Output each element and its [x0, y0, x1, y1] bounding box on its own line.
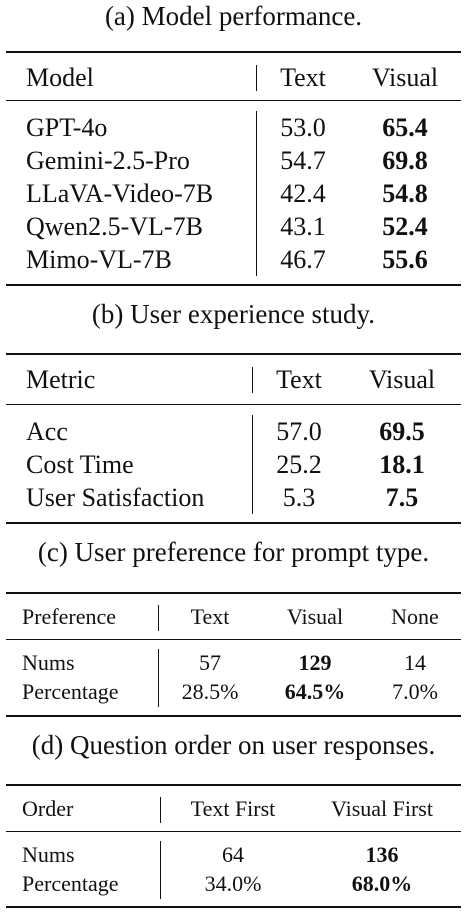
cell-model: Mimo-VL-7B — [26, 245, 172, 274]
column-separator — [256, 111, 257, 276]
cell-visual: 64.5% — [284, 679, 346, 704]
cell-text: 53.0 — [280, 113, 326, 142]
header-text: Text — [190, 604, 230, 629]
cell-model: GPT-4o — [26, 113, 108, 142]
cell-model: LLaVA-Video-7B — [26, 179, 214, 208]
cell-none: 7.0% — [392, 679, 438, 704]
cell-visual: 52.4 — [382, 212, 428, 241]
cell-label: Nums — [22, 650, 75, 675]
cell-text-first: 34.0% — [204, 871, 262, 896]
cell-text: 57 — [199, 650, 221, 675]
cell-text: 5.3 — [282, 483, 316, 512]
bottom-rule — [6, 715, 461, 717]
cell-text: 25.2 — [276, 450, 322, 479]
column-separator — [252, 367, 253, 393]
cell-metric: Acc — [26, 417, 68, 446]
column-separator — [160, 841, 161, 899]
caption-model-performance: (a) Model performance. — [104, 1, 363, 31]
header-text: Text — [280, 63, 326, 92]
column-separator — [160, 797, 161, 823]
header-visual-first: Visual First — [331, 796, 433, 821]
header-visual: Visual — [371, 63, 439, 92]
cell-visual: 7.5 — [385, 483, 419, 512]
cell-label: Nums — [22, 842, 75, 867]
cell-text: 42.4 — [280, 179, 326, 208]
cell-visual: 18.1 — [379, 450, 425, 479]
header-visual: Visual — [368, 365, 436, 394]
cell-text-first: 64 — [222, 842, 244, 867]
column-separator — [252, 415, 253, 514]
cell-visual: 69.5 — [379, 417, 425, 446]
top-rule — [6, 592, 461, 594]
cell-text: 54.7 — [280, 146, 326, 175]
cell-text: 46.7 — [280, 245, 326, 274]
cell-visual: 69.8 — [382, 146, 428, 175]
cell-text: 43.1 — [280, 212, 326, 241]
cell-visual: 129 — [298, 650, 332, 675]
cell-visual-first: 68.0% — [351, 871, 413, 896]
cell-visual: 55.6 — [382, 245, 428, 274]
cell-label: Percentage — [22, 871, 119, 896]
bottom-rule — [6, 284, 461, 286]
cell-text: 57.0 — [276, 417, 322, 446]
caption-user-preference: (c) User preference for prompt type. — [37, 537, 430, 567]
header-model: Model — [26, 63, 94, 92]
top-rule — [6, 784, 461, 786]
top-rule — [6, 51, 461, 53]
cell-visual-first: 136 — [365, 842, 399, 867]
header-none: None — [391, 604, 439, 629]
column-separator — [158, 605, 159, 631]
header-rule — [6, 831, 461, 832]
header-text-first: Text First — [190, 796, 276, 821]
cell-visual: 54.8 — [382, 179, 428, 208]
column-separator — [256, 65, 257, 91]
cell-model: Qwen2.5-VL-7B — [26, 212, 203, 241]
header-rule — [6, 100, 461, 101]
header-text: Text — [276, 365, 322, 394]
header-rule — [6, 639, 461, 640]
caption-user-experience: (b) User experience study. — [91, 299, 376, 329]
cell-text: 28.5% — [181, 679, 239, 704]
bottom-rule — [6, 522, 461, 524]
column-separator — [158, 649, 159, 707]
header-order: Order — [22, 796, 74, 821]
header-metric: Metric — [26, 365, 96, 394]
top-rule — [6, 353, 461, 355]
cell-visual: 65.4 — [382, 113, 428, 142]
header-rule — [6, 404, 461, 405]
caption-question-order: (d) Question order on user responses. — [31, 730, 436, 760]
cell-model: Gemini-2.5-Pro — [26, 146, 190, 175]
cell-none: 14 — [404, 650, 426, 675]
header-visual: Visual — [286, 604, 344, 629]
header-preference: Preference — [22, 604, 117, 629]
cell-label: Percentage — [22, 679, 119, 704]
bottom-rule — [6, 906, 461, 908]
cell-metric: User Satisfaction — [26, 483, 205, 512]
cell-metric: Cost Time — [26, 450, 134, 479]
